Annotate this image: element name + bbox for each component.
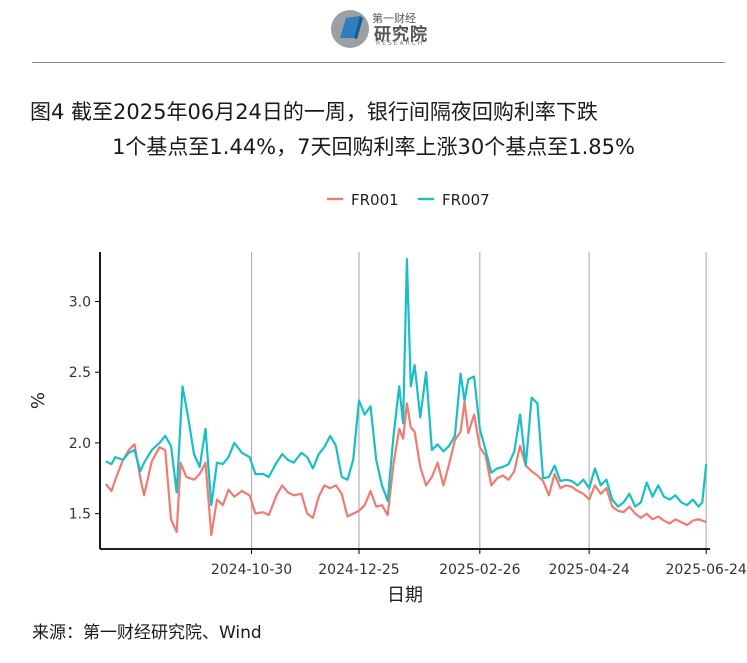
- logo-text-top: 第一财经: [372, 12, 416, 25]
- x-tick-label: 2024-10-30: [211, 562, 292, 578]
- company-logo: [331, 10, 369, 48]
- x-tick-label: 2024-12-25: [318, 562, 399, 578]
- series-line-fr007: [105, 257, 708, 508]
- x-axis-title: 日期: [387, 585, 423, 606]
- y-tick-label: 2.5: [69, 365, 91, 381]
- chart-title-line1: 图4 截至2025年06月24日的一周，银行间隔夜回购利率下跌: [30, 100, 598, 124]
- axes: [95, 252, 710, 554]
- chart-title-line2: 1个基点至1.44%，7天回购利率上涨30个基点至1.85%: [112, 135, 635, 159]
- legend-label-fr001: FR001: [351, 191, 399, 209]
- series-line-fr001: [104, 400, 707, 536]
- logo-text-sub: RESEARCH: [376, 40, 425, 47]
- legend-label-fr007: FR007: [442, 191, 490, 209]
- x-tick-label: 2025-04-24: [548, 562, 629, 578]
- legend: FR001 FR007: [327, 191, 490, 209]
- line-chart: FR001 FR007 2024-10-30 2024-12-25 2025-02-2…: [28, 191, 747, 607]
- source-note: 来源：第一财经研究院、Wind: [32, 623, 262, 643]
- x-tick-label: 2025-06-24: [665, 562, 746, 578]
- y-tick-label: 2.0: [69, 436, 91, 452]
- series-lines: [104, 257, 708, 536]
- y-tick-label: 1.5: [69, 507, 91, 523]
- axis-labels: 2024-10-30 2024-12-25 2025-02-26 2025-04-24…: [28, 295, 747, 607]
- header-divider: [32, 62, 725, 63]
- logo-text-main: 研究院: [374, 25, 428, 45]
- x-tick-label: 2025-02-26: [439, 562, 520, 578]
- y-axis-title: %: [28, 392, 49, 409]
- y-tick-label: 3.0: [69, 295, 91, 311]
